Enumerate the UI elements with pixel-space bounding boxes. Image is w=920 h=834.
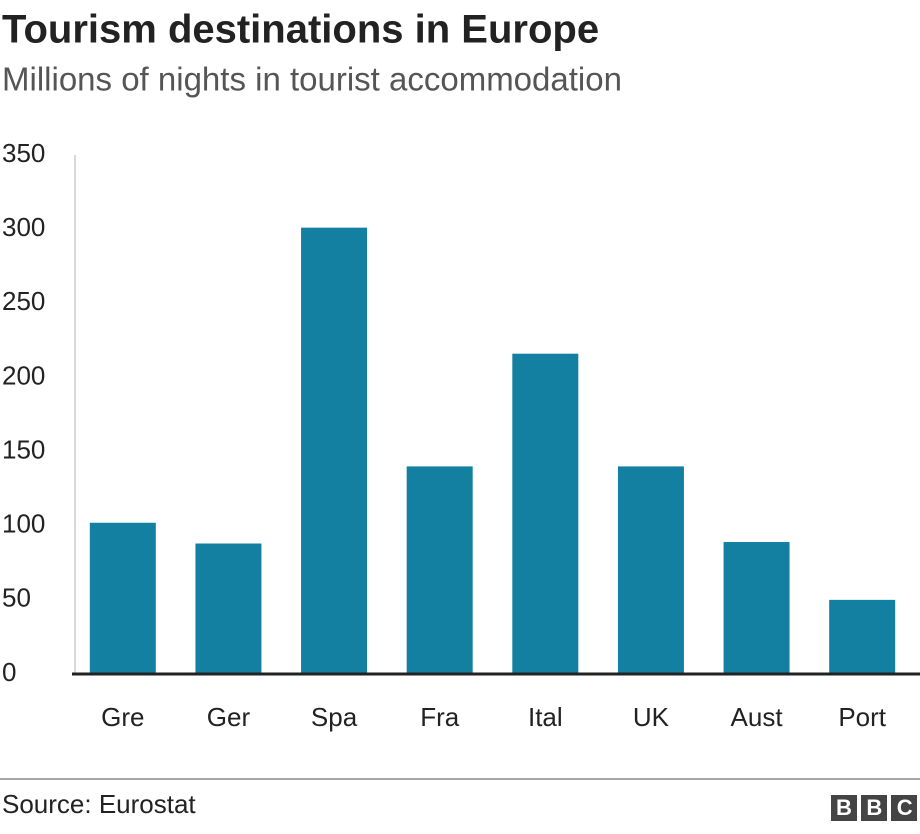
bar [195, 543, 262, 674]
bar [301, 227, 368, 674]
bar [723, 542, 790, 674]
y-tick-label: 200 [2, 360, 45, 390]
x-tick-label: Ger [207, 702, 251, 732]
bar [89, 522, 156, 674]
y-tick-label: 0 [2, 657, 16, 687]
logo-box [861, 795, 887, 821]
logo-text: BBC [836, 795, 920, 820]
chart-title: Tourism destinations in Europe [2, 8, 599, 52]
bar [512, 353, 579, 674]
logo: BBC [831, 795, 920, 821]
y-tick-label: 300 [2, 212, 45, 242]
bar [829, 599, 896, 674]
logo-box [891, 795, 917, 821]
bar [406, 466, 473, 674]
chart-subtitle: Millions of nights in tourist accommodat… [2, 61, 622, 98]
x-tick-label: UK [633, 702, 670, 732]
y-tick-label: 250 [2, 286, 45, 316]
x-tick-label: Aust [731, 702, 784, 732]
y-tick-label: 50 [2, 583, 31, 613]
x-tick-label: Spa [311, 702, 358, 732]
x-tick-label: Gre [101, 702, 144, 732]
source: Source: Eurostat [2, 789, 196, 819]
logo-box [831, 795, 857, 821]
x-tick-label: Port [838, 702, 886, 732]
y-tick-label: 100 [2, 509, 45, 539]
x-tick-label: Fra [420, 702, 460, 732]
y-tick-label: 350 [2, 138, 45, 168]
bar [617, 466, 684, 674]
x-tick-label: Ital [528, 702, 563, 732]
y-tick-label: 150 [2, 434, 45, 464]
